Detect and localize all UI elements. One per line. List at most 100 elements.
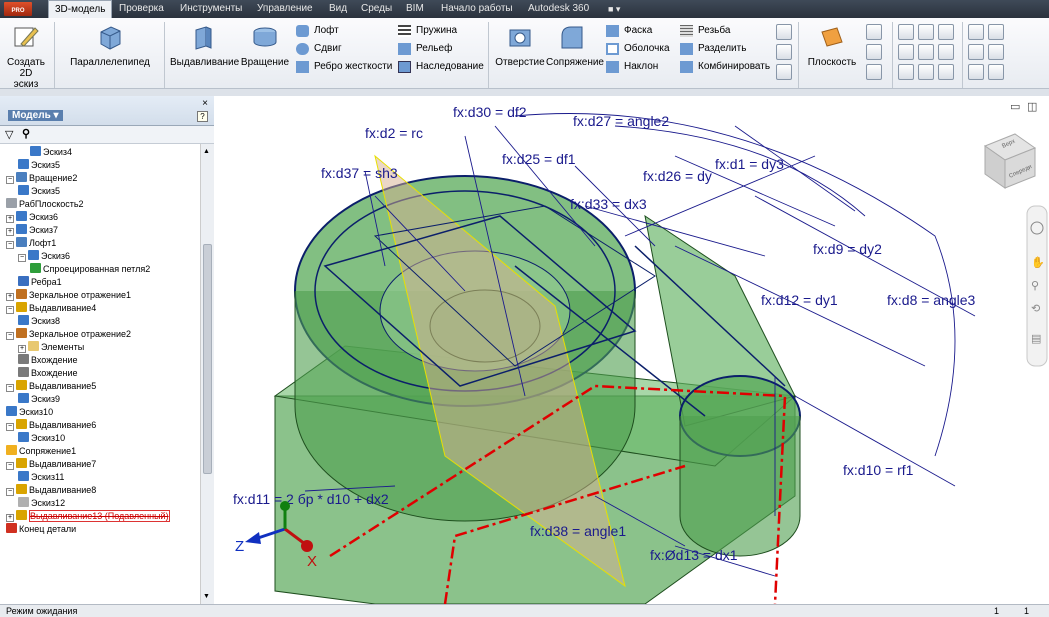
shape-generator-icon[interactable] bbox=[968, 64, 984, 80]
tree-expander-icon[interactable]: − bbox=[6, 176, 14, 184]
mirror-icon[interactable] bbox=[938, 24, 954, 40]
combine-button[interactable]: Комбинировать bbox=[680, 59, 770, 75]
freeform-icon[interactable] bbox=[776, 44, 792, 60]
scroll-up-icon[interactable]: ▲ bbox=[203, 148, 210, 155]
dim-d10[interactable]: fx:d10 = rf1 bbox=[843, 462, 914, 478]
tree-item[interactable]: Эскиз9 bbox=[18, 393, 60, 406]
dim-d2[interactable]: fx:d2 = rc bbox=[365, 125, 423, 141]
tree-expander-icon[interactable]: + bbox=[6, 215, 14, 223]
tree-item[interactable]: Эскиз12 bbox=[18, 497, 65, 510]
extrude-button[interactable]: Выдавливание bbox=[170, 24, 239, 68]
tab-autodesk-360[interactable]: Autodesk 360 bbox=[528, 3, 590, 14]
scroll-thumb[interactable] bbox=[203, 244, 212, 474]
thread-button[interactable]: Резьба bbox=[680, 23, 730, 39]
graphics-viewport[interactable]: fx:d30 = df2 fx:d27 = angle2 fx:d2 = rc … bbox=[215, 96, 1049, 604]
tree-expander-icon[interactable]: − bbox=[6, 423, 14, 431]
dim-d33[interactable]: fx:d33 = dx3 bbox=[570, 196, 647, 212]
dim-d1[interactable]: fx:d1 = dy3 bbox=[715, 156, 784, 172]
browser-help-button[interactable]: ? bbox=[197, 111, 208, 122]
viewport-restore-icon[interactable]: ◫ bbox=[1027, 100, 1037, 113]
tree-item[interactable]: Вхождение bbox=[18, 367, 78, 380]
filter-icon[interactable]: ▽ bbox=[5, 129, 14, 141]
scroll-down-icon[interactable]: ▼ bbox=[203, 593, 210, 600]
tree-expander-icon[interactable]: − bbox=[6, 332, 14, 340]
tree-expander-icon[interactable]: + bbox=[6, 293, 14, 301]
tree-item[interactable]: − Лофт1 bbox=[6, 237, 56, 250]
loft-button[interactable]: Лофт bbox=[296, 23, 339, 39]
tree-item[interactable]: − Зеркальное отражение2 bbox=[6, 328, 131, 341]
stitch-icon[interactable] bbox=[938, 44, 954, 60]
derive-parts-icon[interactable] bbox=[968, 44, 984, 60]
tab-manage[interactable]: Управление bbox=[257, 3, 313, 14]
pan-icon[interactable]: ✋ bbox=[1031, 256, 1045, 269]
orbit-icon[interactable]: ⟲ bbox=[1031, 302, 1040, 315]
rectangular-pattern-icon[interactable] bbox=[898, 24, 914, 40]
tree-expander-icon[interactable]: − bbox=[6, 384, 14, 392]
plane-button[interactable]: Плоскость bbox=[804, 24, 860, 68]
direct-edit-icon[interactable] bbox=[776, 24, 792, 40]
tab-bim[interactable]: BIM bbox=[406, 3, 424, 14]
tree-expander-icon[interactable]: − bbox=[6, 306, 14, 314]
tree-item[interactable]: − Выдавливание4 bbox=[6, 302, 96, 315]
zoom-icon[interactable]: ⚲ bbox=[1031, 279, 1039, 292]
bom-icon[interactable] bbox=[988, 44, 1004, 60]
tree-item[interactable]: + Выдавливание13 (Подавленный) bbox=[6, 510, 170, 523]
browser-scrollbar[interactable]: ▲ ▼ bbox=[200, 144, 214, 604]
dim-d27[interactable]: fx:d27 = angle2 bbox=[573, 113, 669, 129]
tree-item[interactable]: + Элементы bbox=[18, 341, 84, 354]
tree-item[interactable]: Эскиз10 bbox=[6, 406, 53, 419]
tab-tools[interactable]: Инструменты bbox=[180, 3, 243, 14]
dim-d30[interactable]: fx:d30 = df2 bbox=[453, 104, 527, 120]
tree-item[interactable]: − Выдавливание6 bbox=[6, 419, 96, 432]
chamfer-button[interactable]: Фаска bbox=[606, 23, 652, 39]
tab-3d-model[interactable]: 3D-модель bbox=[48, 0, 113, 18]
draft-button[interactable]: Наклон bbox=[606, 59, 658, 75]
sweep-button[interactable]: Сдвиг bbox=[296, 41, 342, 57]
dim-d11[interactable]: fx:d11 = 2 бр * d10 + dx2 bbox=[233, 491, 389, 507]
tree-item[interactable]: Эскиз8 bbox=[18, 315, 60, 328]
coil-button[interactable]: Пружина bbox=[398, 23, 457, 39]
rib-button[interactable]: Ребро жесткости bbox=[296, 59, 392, 75]
tree-expander-icon[interactable]: + bbox=[18, 345, 26, 353]
tab-inspect[interactable]: Проверка bbox=[119, 3, 164, 14]
tree-item[interactable]: Эскиз4 bbox=[30, 146, 72, 159]
tab-view[interactable]: Вид bbox=[329, 3, 348, 14]
dim-d38[interactable]: fx:d38 = angle1 bbox=[530, 523, 626, 539]
viewport-minimize-icon[interactable]: ▭ bbox=[1010, 100, 1020, 113]
axis-icon[interactable] bbox=[866, 24, 882, 40]
revolve-button[interactable]: Вращение bbox=[240, 24, 290, 68]
tree-item[interactable]: Ребра1 bbox=[18, 276, 62, 289]
fillet-button[interactable]: Сопряжение bbox=[546, 24, 604, 68]
shell-button[interactable]: Оболочка bbox=[606, 41, 670, 57]
box-button[interactable]: Параллелепипед bbox=[60, 24, 160, 68]
tree-item[interactable]: Сопряжение1 bbox=[6, 445, 76, 458]
dim-d13[interactable]: fx:Ød13 = dx1 bbox=[650, 547, 738, 563]
delete-icon[interactable] bbox=[938, 64, 954, 80]
tree-item[interactable]: Эскиз10 bbox=[18, 432, 65, 445]
tree-item[interactable]: Спроецированная петля2 bbox=[30, 263, 150, 276]
convert-icon[interactable] bbox=[968, 24, 984, 40]
tab-environments[interactable]: Среды bbox=[361, 3, 393, 14]
convert-sheet-icon[interactable] bbox=[988, 64, 1004, 80]
point-icon[interactable] bbox=[866, 44, 882, 60]
view-cube[interactable]: Верх Спереди bbox=[983, 133, 1037, 189]
dim-d26[interactable]: fx:d26 = dy bbox=[643, 168, 712, 184]
dim-d37[interactable]: fx:d37 = sh3 bbox=[321, 165, 398, 181]
tree-item[interactable]: Эскиз5 bbox=[18, 185, 60, 198]
tree-item[interactable]: Вхождение bbox=[18, 354, 78, 367]
tree-item[interactable]: − Эскиз6 bbox=[18, 250, 70, 263]
tree-item[interactable]: − Выдавливание5 bbox=[6, 380, 96, 393]
tree-item[interactable]: − Выдавливание8 bbox=[6, 484, 96, 497]
tree-expander-icon[interactable]: − bbox=[6, 462, 14, 470]
circular-pattern-icon[interactable] bbox=[918, 24, 934, 40]
hole-button[interactable]: Отверстие bbox=[494, 24, 546, 68]
dim-d25[interactable]: fx:d25 = df1 bbox=[502, 151, 576, 167]
extra-tab-dropdown[interactable]: ■ ▾ bbox=[608, 4, 621, 14]
tree-expander-icon[interactable]: − bbox=[18, 254, 26, 262]
dim-d12[interactable]: fx:d12 = dy1 bbox=[761, 292, 838, 308]
thicken-icon[interactable] bbox=[918, 64, 934, 80]
tree-item[interactable]: Эскиз11 bbox=[18, 471, 64, 484]
ucs-icon[interactable] bbox=[866, 64, 882, 80]
browser-title[interactable]: Модель ▾ bbox=[8, 110, 63, 121]
find-icon[interactable]: ⚲ bbox=[22, 128, 31, 140]
